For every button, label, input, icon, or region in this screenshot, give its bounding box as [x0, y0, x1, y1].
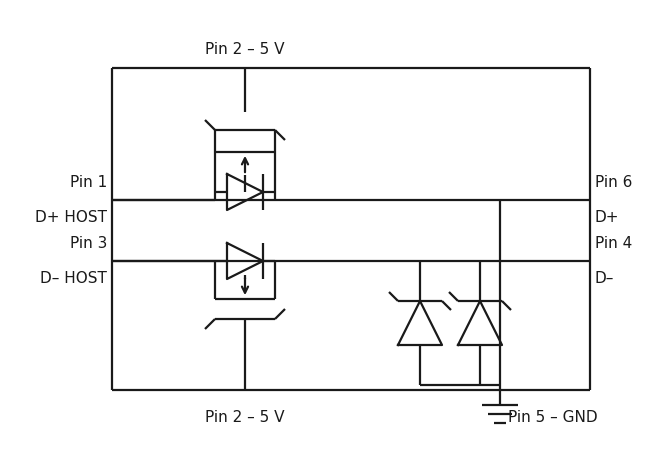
Text: D+ HOST: D+ HOST	[35, 210, 107, 225]
Text: Pin 4: Pin 4	[595, 236, 632, 251]
Text: Pin 2 – 5 V: Pin 2 – 5 V	[205, 410, 285, 425]
Text: D–: D–	[595, 271, 614, 286]
Text: Pin 2 – 5 V: Pin 2 – 5 V	[205, 42, 285, 57]
Text: D– HOST: D– HOST	[40, 271, 107, 286]
Text: Pin 6: Pin 6	[595, 175, 633, 190]
Text: Pin 5 – GND: Pin 5 – GND	[508, 410, 598, 425]
Text: Pin 3: Pin 3	[70, 236, 107, 251]
Text: Pin 1: Pin 1	[70, 175, 107, 190]
Text: D+: D+	[595, 210, 619, 225]
